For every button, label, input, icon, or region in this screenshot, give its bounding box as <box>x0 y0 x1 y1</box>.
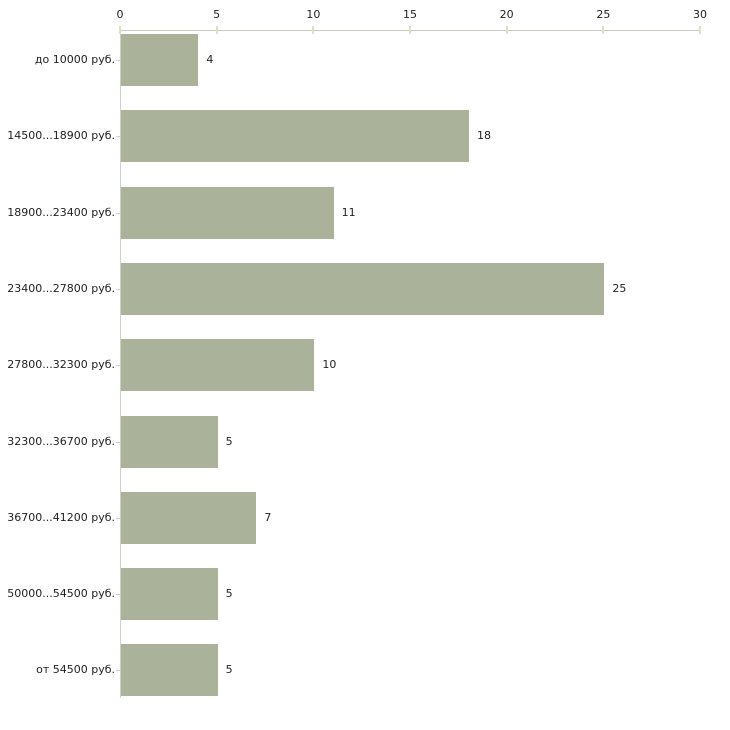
axis-tick-label: 20 <box>499 8 514 21</box>
category-tick <box>116 517 120 519</box>
value-label: 25 <box>612 281 627 295</box>
y-axis-line <box>120 30 121 698</box>
category-tick <box>116 594 120 596</box>
bar <box>121 644 218 697</box>
bar <box>121 491 257 544</box>
axis-tick-label: 5 <box>213 8 221 21</box>
value-label: 4 <box>206 53 214 66</box>
category-tick <box>116 365 120 367</box>
value-label: 5 <box>225 434 233 448</box>
category-tick <box>116 136 120 138</box>
value-label: 10 <box>322 358 337 372</box>
axis-tick-label: 15 <box>403 8 417 21</box>
category-label: 18900...23400 руб. <box>7 205 115 219</box>
value-label: 7 <box>264 510 272 524</box>
axis-tick-label: 25 <box>596 8 611 21</box>
axis-tick-label: 0 <box>116 8 124 21</box>
axis-tick-label: 10 <box>306 8 321 21</box>
value-label: 11 <box>341 205 356 219</box>
category-label: от 54500 руб. <box>36 663 115 677</box>
category-label: 32300...36700 руб. <box>7 434 115 448</box>
category-label: 50000...54500 руб. <box>7 587 115 601</box>
bar <box>121 262 605 315</box>
axis-tick <box>699 26 701 34</box>
category-tick <box>116 441 120 443</box>
axis-tick <box>409 26 411 34</box>
bar <box>121 34 199 86</box>
bar <box>121 415 218 468</box>
axis-tick-label: 30 <box>693 8 707 21</box>
category-tick <box>116 670 120 672</box>
category-tick <box>116 212 120 214</box>
value-label: 5 <box>225 663 233 677</box>
bar <box>121 186 334 239</box>
category-label: 23400...27800 руб. <box>7 281 115 295</box>
value-label: 5 <box>225 587 233 601</box>
axis-tick <box>312 26 315 34</box>
value-label: 18 <box>477 129 491 143</box>
bar <box>121 568 218 621</box>
category-label: 14500...18900 руб. <box>7 129 115 143</box>
category-label: 27800...32300 руб. <box>7 358 115 372</box>
axis-tick <box>505 26 508 34</box>
axis-tick <box>119 26 121 34</box>
category-tick <box>116 288 120 290</box>
axis-tick <box>602 26 605 34</box>
category-tick <box>116 60 120 61</box>
category-label: до 10000 руб. <box>34 53 115 66</box>
bar <box>121 110 469 163</box>
axis-tick <box>215 26 218 34</box>
category-label: 36700...41200 руб. <box>7 510 115 524</box>
bar <box>121 339 315 392</box>
